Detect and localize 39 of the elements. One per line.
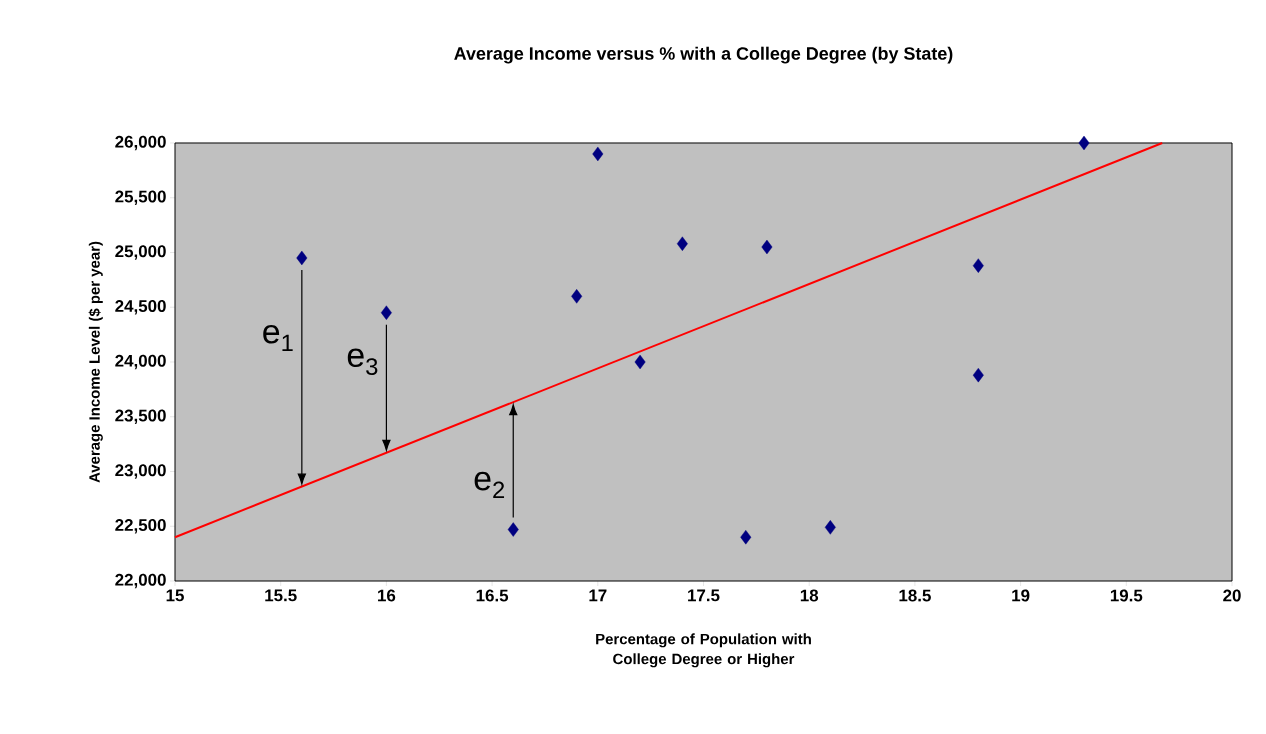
x-tick-label: 17.5 xyxy=(688,589,720,602)
y-tick-label: 24,500 xyxy=(115,300,166,315)
point xyxy=(761,239,773,255)
x-tick-label: 19.5 xyxy=(1110,589,1143,602)
x-tick-label: 15 xyxy=(166,589,184,602)
point xyxy=(592,146,604,162)
point xyxy=(380,305,392,320)
x-axis-title: Percentage of Population with College Degree or Higher xyxy=(596,633,811,668)
point xyxy=(296,250,308,266)
point xyxy=(1078,135,1090,151)
annotation: e$_{1}$ xyxy=(263,324,293,351)
y-tick-label: 23,000 xyxy=(115,464,166,479)
x-tick-label: 18.5 xyxy=(899,589,931,602)
y-tick-label: 23,500 xyxy=(115,409,166,424)
point xyxy=(507,522,519,537)
x-tick-label: 19 xyxy=(1012,589,1030,602)
annotation: e$_{2}$ xyxy=(474,471,505,499)
annotation: e$_{3}$ xyxy=(347,348,378,375)
x-tick-label: 20 xyxy=(1223,589,1241,602)
y-tick-label: 25,000 xyxy=(115,245,166,260)
point xyxy=(972,258,984,273)
point xyxy=(634,354,646,370)
x-tick-label: 17 xyxy=(589,589,607,602)
x-tick-label: 15.5 xyxy=(265,589,297,602)
y-tick-label: 22,000 xyxy=(115,573,166,589)
x-tick-label: 18 xyxy=(800,589,819,602)
y-tick-label: 22,500 xyxy=(115,519,166,534)
chart-title: Average Income versus % with a College Degree (by State) xyxy=(454,46,953,64)
x-tick-label: 16 xyxy=(378,589,396,602)
y-tick-label: 26,000 xyxy=(115,135,166,151)
y-tick-label: 24,000 xyxy=(115,354,166,370)
y-axis-title: Average Income Level ($ per year) xyxy=(88,241,103,483)
point xyxy=(824,520,836,535)
point xyxy=(676,236,688,251)
x-tick-label: 16.5 xyxy=(476,589,509,602)
y-tick-label: 25,500 xyxy=(115,190,166,205)
point xyxy=(972,367,984,383)
point xyxy=(571,289,583,304)
point xyxy=(740,530,752,545)
